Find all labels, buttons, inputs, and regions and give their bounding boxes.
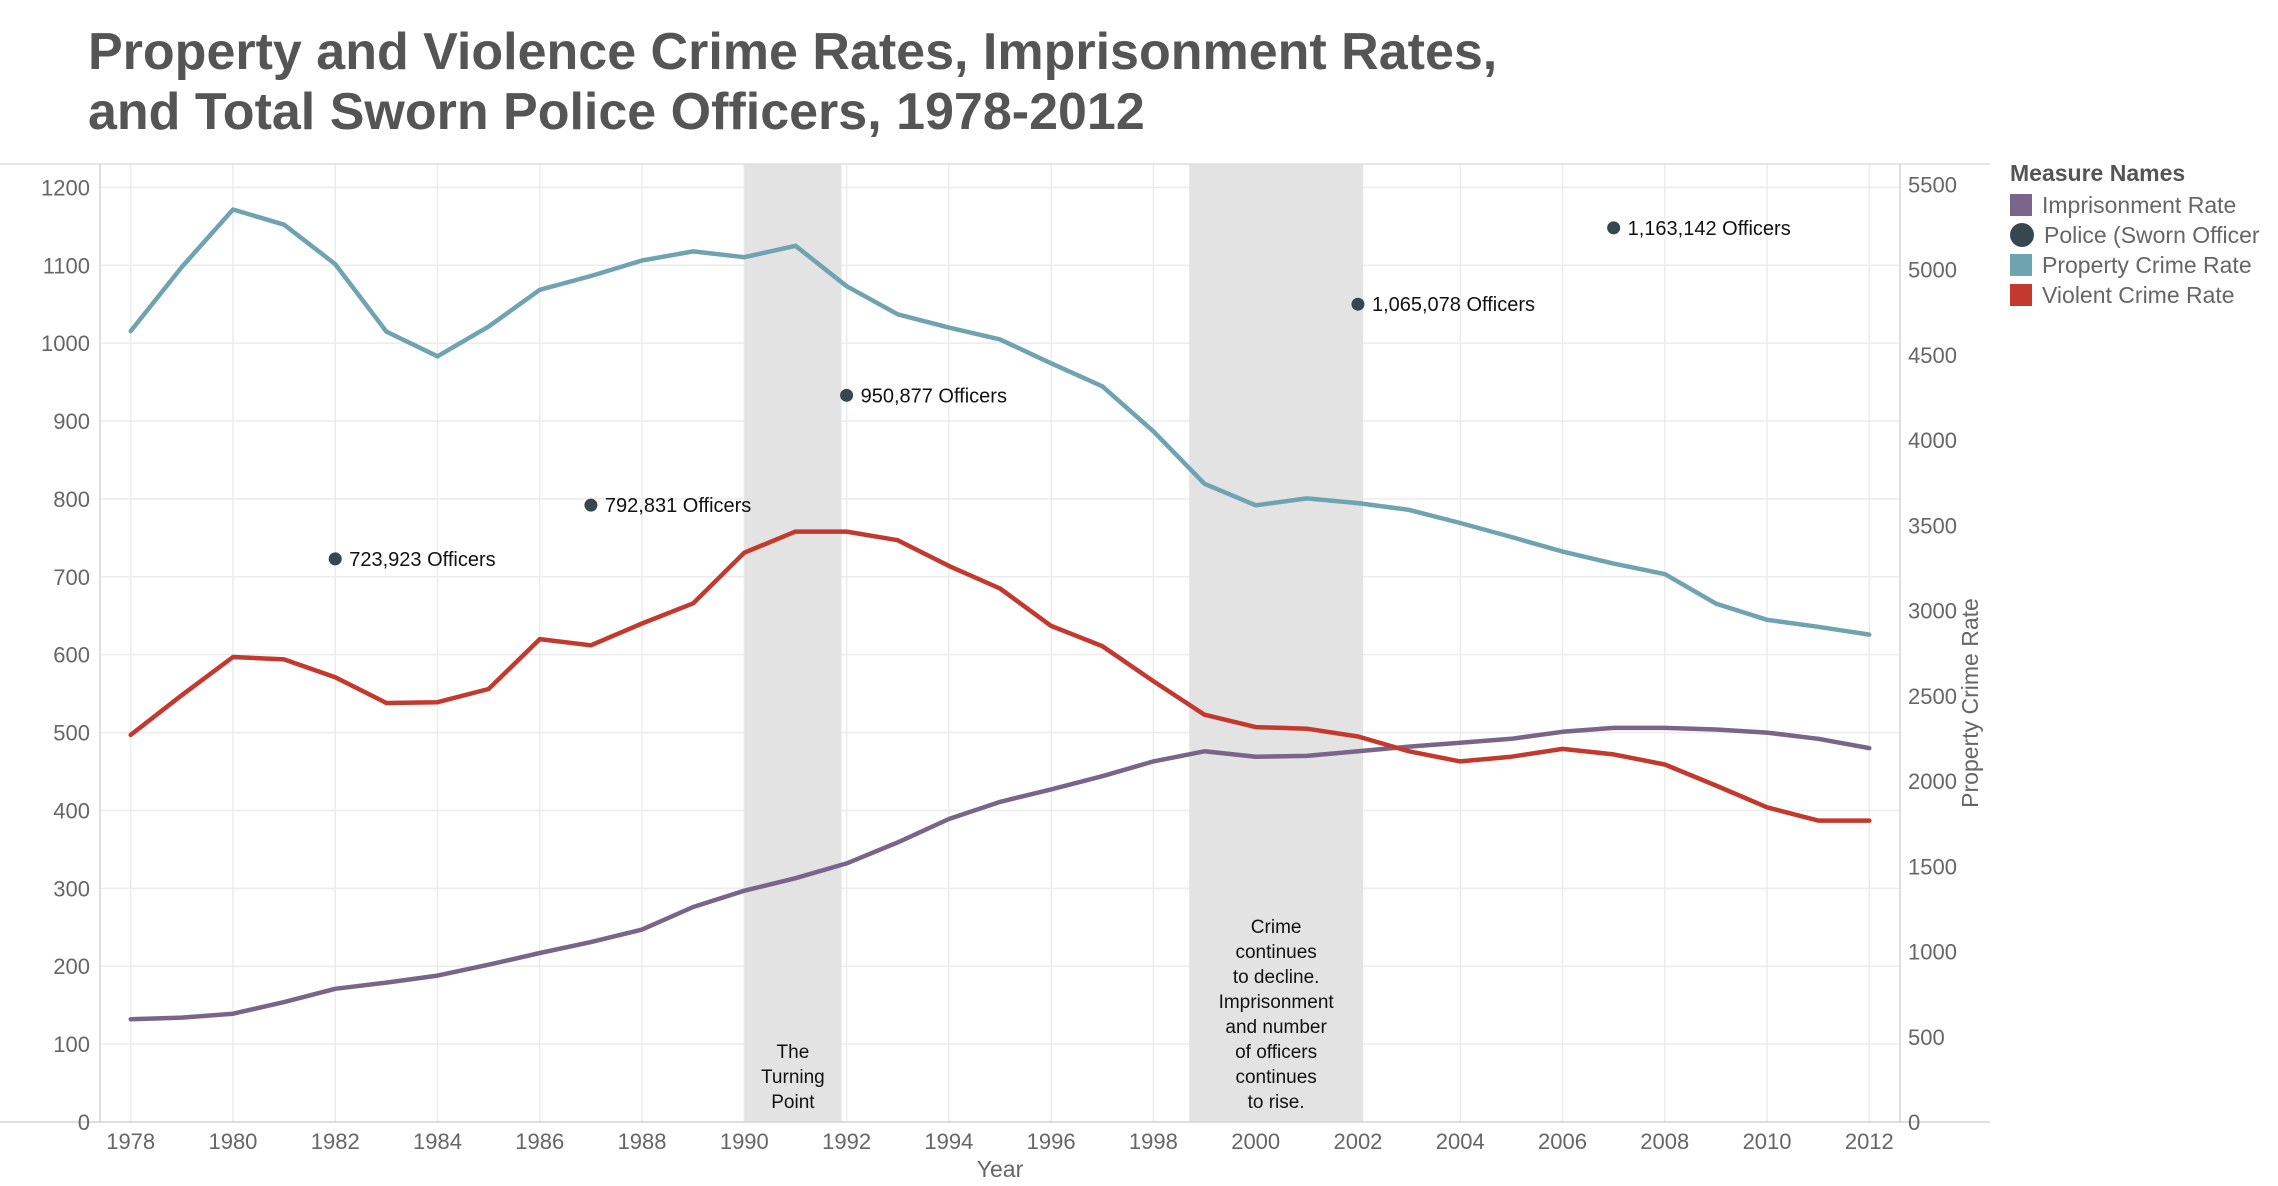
y-left-tick-label: 1000 bbox=[41, 331, 90, 356]
y-left-tick-label: 200 bbox=[53, 954, 90, 979]
band-annotation-line: continues bbox=[1235, 1067, 1316, 1088]
band-annotation-line: Point bbox=[771, 1092, 815, 1113]
y-right-tick-label: 1500 bbox=[1908, 854, 1957, 879]
x-tick-label: 1982 bbox=[311, 1129, 360, 1154]
legend-label: Property Crime Rate bbox=[2042, 251, 2252, 278]
series-line-property-crime-rate bbox=[128, 207, 1872, 637]
y-left-tick-label: 1100 bbox=[43, 253, 90, 278]
legend-swatch-violent-crime-rate bbox=[2010, 284, 2032, 306]
legend-swatch-police-officers bbox=[2010, 223, 2034, 247]
x-tick-label: 2004 bbox=[1436, 1129, 1485, 1154]
y-right-tick-label: 2000 bbox=[1908, 769, 1957, 794]
police-point-label: 1,065,078 Officers bbox=[1372, 294, 1535, 316]
shaded-band bbox=[744, 164, 842, 1122]
chart-title-line-2: and Total Sworn Police Officers, 1978-20… bbox=[88, 83, 1145, 141]
x-axis-title: Year bbox=[977, 1156, 1024, 1182]
legend-item-imprisonment-rate[interactable]: Imprisonment Rate bbox=[2010, 190, 2278, 220]
y-left-tick-label: 0 bbox=[78, 1110, 90, 1135]
band-annotation-line: and number bbox=[1225, 1017, 1327, 1038]
band-annotation-line: to rise. bbox=[1248, 1092, 1305, 1113]
police-point bbox=[1607, 221, 1621, 235]
y-left-tick-label: 1200 bbox=[41, 175, 90, 200]
y-right-tick-label: 500 bbox=[1908, 1025, 1945, 1050]
x-tick-label: 1988 bbox=[618, 1129, 667, 1154]
y-left-tick-label: 700 bbox=[53, 565, 90, 590]
y-right-tick-label: 5000 bbox=[1908, 258, 1957, 283]
legend: Measure Names Imprisonment Rate Police (… bbox=[2010, 160, 2278, 310]
y-left-tick-label: 900 bbox=[53, 409, 90, 434]
band-annotation: The Turning Point bbox=[761, 1042, 825, 1113]
police-point bbox=[1351, 297, 1365, 311]
y-right-tick-label: 3000 bbox=[1908, 599, 1957, 624]
x-tick-label: 1996 bbox=[1027, 1129, 1076, 1154]
legend-label: Violent Crime Rate bbox=[2042, 281, 2235, 308]
police-point-label: 792,831 Officers bbox=[605, 495, 751, 517]
x-tick-label: 1998 bbox=[1129, 1129, 1178, 1154]
x-tick-label: 1984 bbox=[413, 1129, 462, 1154]
legend-title: Measure Names bbox=[2010, 160, 2186, 186]
chart-title: Property and Violence Crime Rates, Impri… bbox=[88, 22, 1497, 142]
y-right-tick-label: 4500 bbox=[1908, 343, 1957, 368]
police-point bbox=[328, 552, 342, 566]
y-right-tick-label: 3500 bbox=[1908, 513, 1957, 538]
x-tick-label: 1980 bbox=[208, 1129, 257, 1154]
police-point-label: 950,877 Officers bbox=[861, 385, 1007, 407]
police-point bbox=[840, 388, 854, 402]
y-right-tick-label: 4000 bbox=[1908, 428, 1957, 453]
x-tick-label: 1992 bbox=[822, 1129, 871, 1154]
legend-item-police-officers[interactable]: Police (Sworn Officer bbox=[2010, 220, 2278, 250]
legend-item-property-crime-rate[interactable]: Property Crime Rate bbox=[2010, 250, 2278, 280]
x-tick-label: 1994 bbox=[924, 1129, 973, 1154]
police-point bbox=[584, 498, 598, 512]
y-right-tick-label: 5500 bbox=[1908, 172, 1957, 197]
y-right-tick-label: 2500 bbox=[1908, 684, 1957, 709]
y-right-tick-label: 1000 bbox=[1908, 940, 1957, 965]
x-tick-label: 1986 bbox=[515, 1129, 564, 1154]
y-right-tick-label: 0 bbox=[1908, 1110, 1920, 1135]
band-annotation: Crime continues to decline. Imprisonment and… bbox=[1219, 917, 1335, 1113]
y-left-tick-label: 600 bbox=[53, 643, 90, 668]
y-left-tick-label: 100 bbox=[53, 1032, 90, 1057]
x-tick-label: 1990 bbox=[720, 1129, 769, 1154]
police-point-label: 723,923 Officers bbox=[349, 549, 495, 571]
chart-title-line-1: Property and Violence Crime Rates, Impri… bbox=[88, 23, 1498, 81]
x-tick-label: 1978 bbox=[106, 1129, 155, 1154]
y-left-tick-label: 500 bbox=[53, 721, 90, 746]
band-annotation-line: The bbox=[777, 1042, 810, 1063]
y-left-tick-label: 300 bbox=[53, 876, 90, 901]
band-annotation-line: Crime bbox=[1251, 917, 1302, 938]
police-point-label: 1,163,142 Officers bbox=[1628, 218, 1791, 240]
legend-label: Imprisonment Rate bbox=[2042, 191, 2237, 218]
legend-swatch-imprisonment-rate bbox=[2010, 194, 2032, 216]
band-annotation-line: Imprisonment bbox=[1219, 992, 1335, 1013]
x-tick-label: 2010 bbox=[1743, 1129, 1792, 1154]
band-annotation-line: Turning bbox=[761, 1067, 825, 1088]
legend-label: Police (Sworn Officer bbox=[2044, 221, 2260, 248]
band-annotation-line: continues bbox=[1235, 942, 1316, 963]
band-annotation-line: to decline. bbox=[1233, 967, 1320, 988]
shaded-band bbox=[1189, 164, 1364, 1122]
x-tick-label: 2006 bbox=[1538, 1129, 1587, 1154]
y-right-axis-title: Property Crime Rate bbox=[1957, 598, 1983, 808]
legend-swatch-property-crime-rate bbox=[2010, 254, 2032, 276]
x-tick-label: 2012 bbox=[1845, 1129, 1894, 1154]
band-annotation-line: of officers bbox=[1235, 1042, 1317, 1063]
y-left-tick-label: 400 bbox=[53, 798, 90, 823]
series-line-violent-crime-rate bbox=[128, 529, 1872, 823]
legend-item-violent-crime-rate[interactable]: Violent Crime Rate bbox=[2010, 280, 2278, 310]
y-left-tick-label: 800 bbox=[53, 487, 90, 512]
x-tick-label: 2002 bbox=[1333, 1129, 1382, 1154]
series-line-imprisonment-rate bbox=[128, 725, 1872, 1022]
x-tick-label: 2008 bbox=[1640, 1129, 1689, 1154]
x-tick-label: 2000 bbox=[1231, 1129, 1280, 1154]
